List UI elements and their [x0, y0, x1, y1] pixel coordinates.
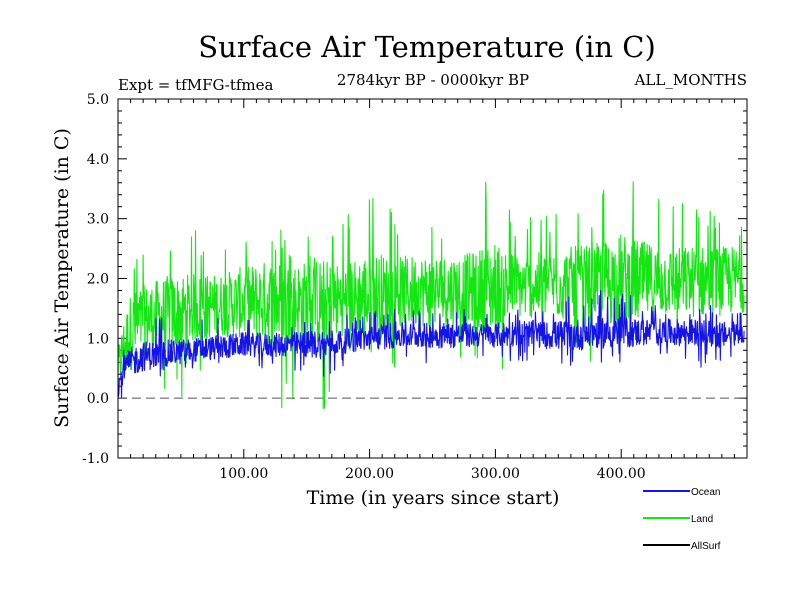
x-tick-label: 300.00: [471, 466, 520, 482]
y-tick-label: 1.0: [87, 331, 109, 347]
x-tick-label: 400.00: [597, 466, 646, 482]
y-axis-label: Surface Air Temperature (in C): [51, 128, 73, 428]
plot-frame: [117, 98, 748, 459]
tick-label-layer: 100.00 200.00 300.00 400.00 -1.0 0.0 1.0 2.0 3.0…: [82, 92, 646, 482]
y-tick-label: 3.0: [87, 212, 109, 228]
legend: Ocean Land AllSurf: [643, 487, 721, 552]
months-label: ALL_MONTHS: [634, 71, 747, 89]
chart-title: Surface Air Temperature (in C): [198, 30, 656, 64]
series-land-line: [117, 181, 745, 410]
x-axis-label: Time (in years since start): [307, 487, 560, 509]
experiment-label: Expt = tfMFG-tfmea: [118, 76, 273, 94]
series-layer: [117, 181, 745, 410]
legend-land-label: Land: [691, 514, 713, 525]
legend-allsurf-label: AllSurf: [691, 541, 721, 552]
x-tick-label: 200.00: [345, 466, 394, 482]
x-tick-label: 100.00: [219, 466, 268, 482]
series-ocean-line: [117, 290, 745, 399]
y-tick-label: -1.0: [82, 451, 109, 467]
legend-ocean-label: Ocean: [691, 487, 720, 498]
y-tick-label: 4.0: [87, 152, 109, 168]
y-tick-label: 2.0: [87, 272, 109, 288]
y-tick-label: 5.0: [87, 92, 109, 108]
y-tick-label: 0.0: [87, 391, 109, 407]
period-label: 2784kyr BP - 0000kyr BP: [337, 71, 529, 89]
